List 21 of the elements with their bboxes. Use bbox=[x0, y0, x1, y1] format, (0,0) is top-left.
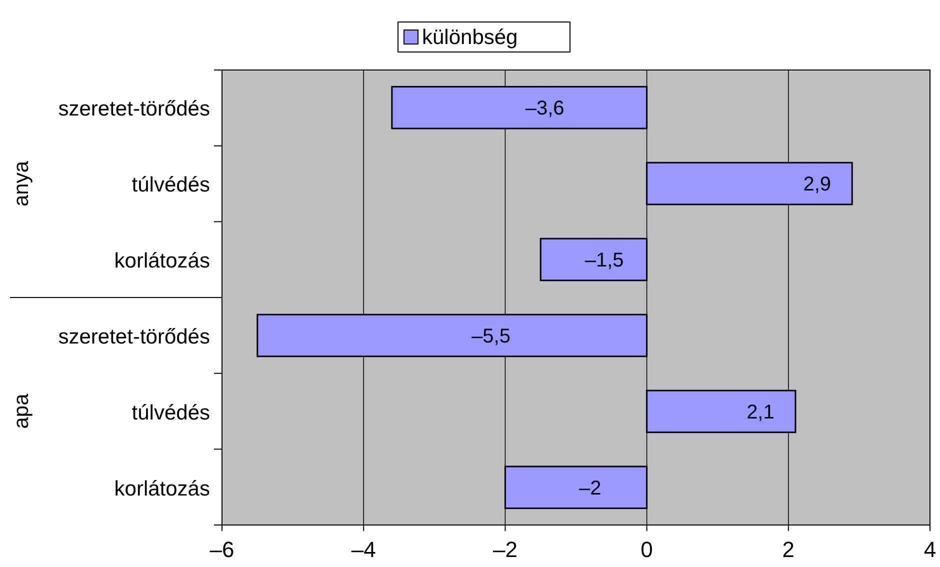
data-label: –5,5 bbox=[472, 325, 511, 348]
data-label: 2,1 bbox=[746, 401, 774, 424]
y-tick-label: túlvédés bbox=[132, 174, 210, 197]
x-tick-label: –2 bbox=[492, 537, 518, 562]
data-label: –1,5 bbox=[584, 250, 624, 272]
x-tick-label: –4 bbox=[351, 537, 376, 562]
y-tick-label: szeretet-törődés bbox=[58, 98, 210, 121]
x-tick-label: 2 bbox=[782, 537, 795, 562]
data-label: 2,9 bbox=[803, 174, 832, 196]
x-tick-label: –6 bbox=[210, 537, 234, 562]
y-tick-label: túlvédés bbox=[132, 401, 210, 424]
data-label: –2 bbox=[579, 477, 602, 500]
y-tick-label: korlátozás bbox=[114, 477, 210, 500]
text: apa bbox=[10, 393, 33, 429]
y-tick-label: szeretet-törődés bbox=[58, 325, 210, 348]
text: anya bbox=[10, 160, 33, 207]
y-tick-label: korlátozás bbox=[114, 250, 210, 273]
x-tick-label: 0 bbox=[640, 537, 653, 562]
x-tick-label: 4 bbox=[924, 537, 936, 562]
data-label: –3,6 bbox=[525, 98, 564, 120]
legend-label: különbség bbox=[422, 26, 518, 49]
